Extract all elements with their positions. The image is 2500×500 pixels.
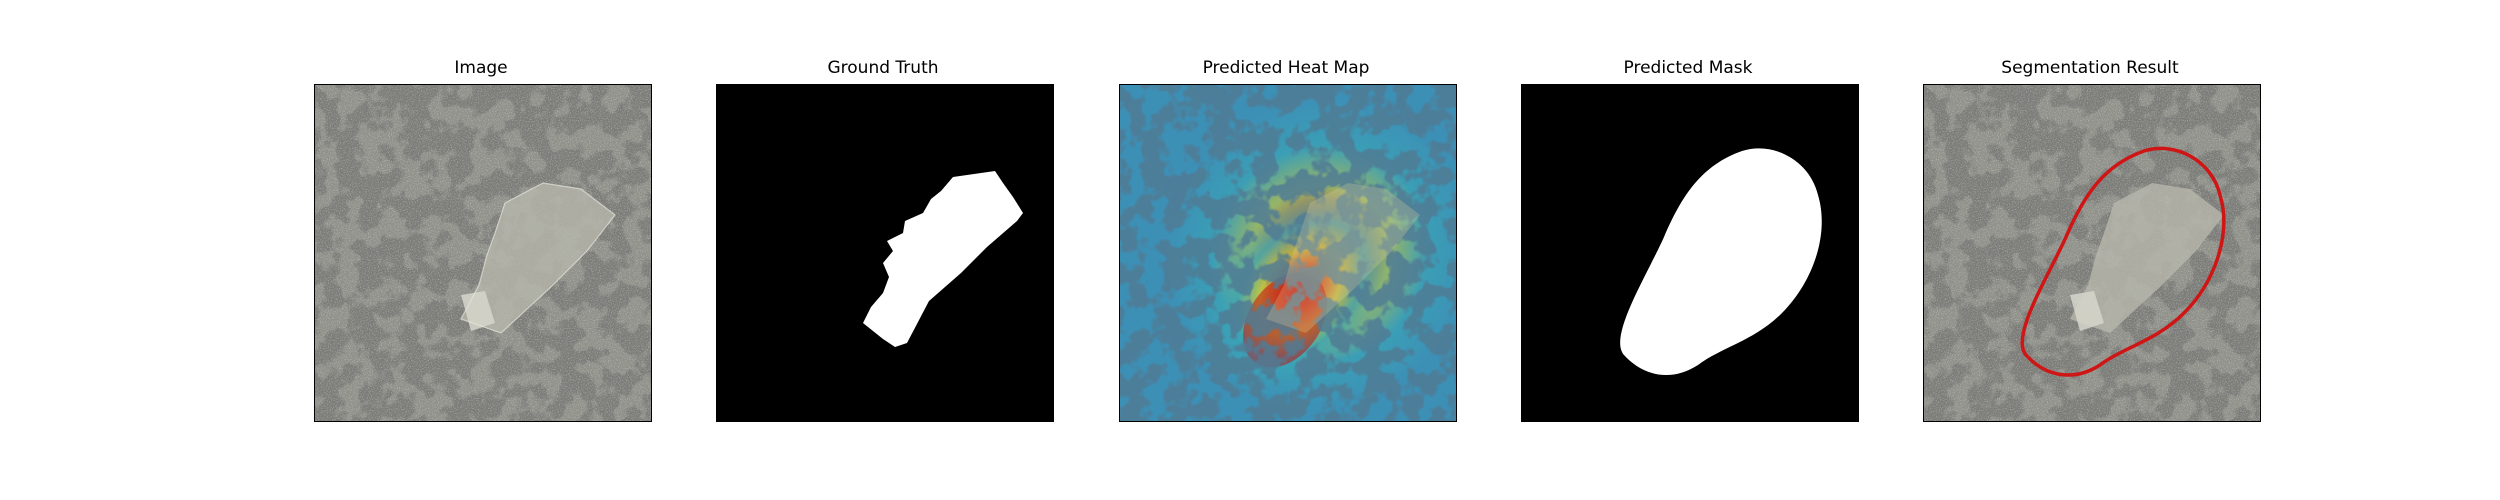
ground-truth-panel [716, 84, 1054, 422]
segmentation-overlay [1924, 85, 2260, 421]
panel-title-ground-truth: Ground Truth [827, 58, 939, 78]
predicted-mask-region [1620, 148, 1822, 376]
panel-title-segmentation-result: Segmentation Result [2001, 58, 2179, 78]
heat-map-panel [1119, 84, 1457, 422]
object-region [460, 182, 616, 334]
input-image [315, 85, 651, 421]
panel-title-predicted-mask: Predicted Mask [1623, 58, 1753, 78]
ground-truth-region [863, 171, 1023, 347]
segmentation-result-panel [1923, 84, 2261, 422]
panel-title-heat-map: Predicted Heat Map [1202, 58, 1370, 78]
predicted-mask-panel [1521, 84, 1859, 422]
image-panel [314, 84, 652, 422]
predicted-contour [2020, 146, 2226, 377]
heat-map-image [1120, 85, 1456, 421]
predicted-mask [1522, 85, 1858, 421]
ground-truth-mask [717, 85, 1053, 421]
panel-title-image: Image [454, 58, 508, 78]
